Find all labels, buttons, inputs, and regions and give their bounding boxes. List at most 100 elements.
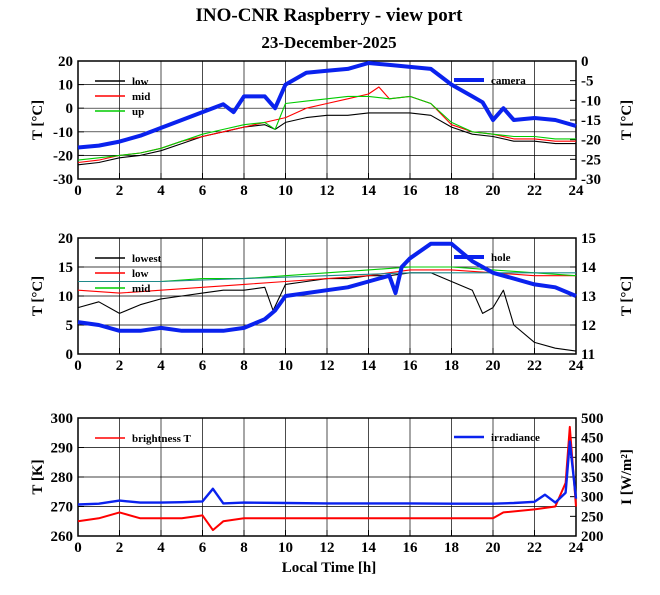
y-right-tick-label: 250 [581,509,604,525]
y-tick-label: 0 [66,101,74,117]
y-tick-label: 290 [51,441,74,457]
x-tick-label: 24 [569,183,585,199]
x-tick-label: 12 [320,358,335,374]
x-tick-label: 24 [569,358,585,374]
y-right-tick-label: -15 [581,113,601,129]
x-tick-label: 10 [278,183,293,199]
x-tick-label: 0 [74,183,82,199]
legend-label: mid [132,283,150,295]
x-tick-label: 4 [157,183,165,199]
y-tick-label: 5 [66,318,74,334]
y-right-axis-label: I [W/m²] [619,449,635,505]
y-right-tick-label: 0 [581,54,589,70]
legend-label: low [132,76,149,88]
y-right-tick-label: 12 [581,318,596,334]
x-tick-label: 8 [240,540,248,556]
x-tick-label: 2 [116,358,124,374]
x-tick-label: 16 [403,358,419,374]
series-line-low [77,112,576,166]
x-tick-label: 10 [278,358,293,374]
legend-label: lowest [132,253,162,265]
x-tick-label: 16 [403,183,419,199]
y-right-tick-label: -10 [581,93,601,109]
x-tick-label: 8 [240,358,248,374]
y-right-tick-label: 11 [581,347,595,363]
chart-panel-1: 0 2 4 6 8 10 12 14 16 18 20 22 24-30-20-1001020-30-2… [30,54,635,199]
y-tick-label: 10 [58,289,73,305]
chart-panel-2: 0 2 4 6 8 10 12 14 16 18 20 22 24051015201112131415T… [30,231,635,374]
series-line-hole [77,241,577,333]
x-tick-label: 0 [74,540,82,556]
y-tick-label: 280 [51,470,74,486]
y-right-tick-label: 450 [581,431,604,447]
x-axis-label: Local Time [h] [282,560,376,576]
x-tick-label: 18 [444,358,459,374]
series-line-brightness-T [77,425,577,532]
x-tick-label: 0 [74,358,82,374]
series-line-lowest [77,272,577,352]
x-tick-label: 22 [527,540,542,556]
x-tick-label: 10 [278,540,293,556]
y-tick-label: 20 [58,231,73,247]
x-tick-label: 12 [320,540,335,556]
y-tick-label: 20 [58,54,73,70]
y-right-tick-label: 300 [581,490,604,506]
y-right-tick-label: -25 [581,152,601,168]
x-tick-label: 14 [361,183,377,199]
x-tick-label: 20 [486,540,501,556]
y-right-tick-label: 200 [581,529,604,545]
legend-label: camera [491,75,526,87]
y-tick-label: -30 [53,172,73,188]
x-tick-label: 22 [527,358,542,374]
y-right-tick-label: 13 [581,289,596,305]
x-tick-label: 20 [486,183,501,199]
y-axis-label: T [°C] [30,276,46,316]
x-tick-label: 22 [527,183,542,199]
y-tick-label: 270 [51,500,74,516]
series-line-irradiance [77,440,578,506]
y-tick-label: 260 [51,529,74,545]
x-tick-label: 18 [444,540,459,556]
y-right-tick-label: 15 [581,231,596,247]
legend-label: hole [491,252,511,264]
y-right-tick-label: 350 [581,470,604,486]
y-tick-label: 15 [58,260,73,276]
x-tick-label: 4 [157,358,165,374]
legend-label: mid [132,91,150,103]
series-line-camera [77,61,577,150]
x-tick-label: 8 [240,183,248,199]
x-tick-label: 18 [444,183,459,199]
legend-label: irradiance [491,432,540,444]
x-tick-label: 2 [116,183,124,199]
legend-label: brightness T [132,433,191,445]
x-tick-label: 12 [320,183,335,199]
chart-title: INO-CNR Raspberry - view port [195,5,463,26]
y-right-axis-label: T [°C] [619,276,635,316]
y-tick-label: -10 [53,125,73,141]
y-right-tick-label: 500 [581,411,604,427]
chart-subtitle: 23-December-2025 [261,33,396,52]
x-tick-label: 6 [199,183,207,199]
y-right-tick-label: -20 [581,133,601,149]
y-tick-label: 10 [58,78,73,94]
x-tick-label: 14 [361,358,377,374]
y-tick-label: 300 [51,411,74,427]
chart-panel-3: 0 2 4 6 8 10 12 14 16 18 20 22 242602702802903002002… [30,411,635,556]
y-right-tick-label: -5 [581,74,594,90]
y-right-tick-label: -30 [581,172,601,188]
x-tick-label: 20 [486,358,501,374]
x-tick-label: 16 [403,540,419,556]
legend-label: low [132,268,149,280]
series-line-up [77,95,576,161]
y-tick-label: 0 [66,347,74,363]
y-right-tick-label: 14 [581,260,597,276]
x-tick-label: 24 [569,540,585,556]
legend-label: up [132,106,144,118]
x-tick-label: 14 [361,540,377,556]
x-tick-label: 2 [116,540,124,556]
y-axis-label: T [°C] [30,100,46,140]
y-axis-label: T [K] [30,459,46,494]
y-tick-label: -20 [53,148,73,164]
x-tick-label: 6 [199,358,207,374]
